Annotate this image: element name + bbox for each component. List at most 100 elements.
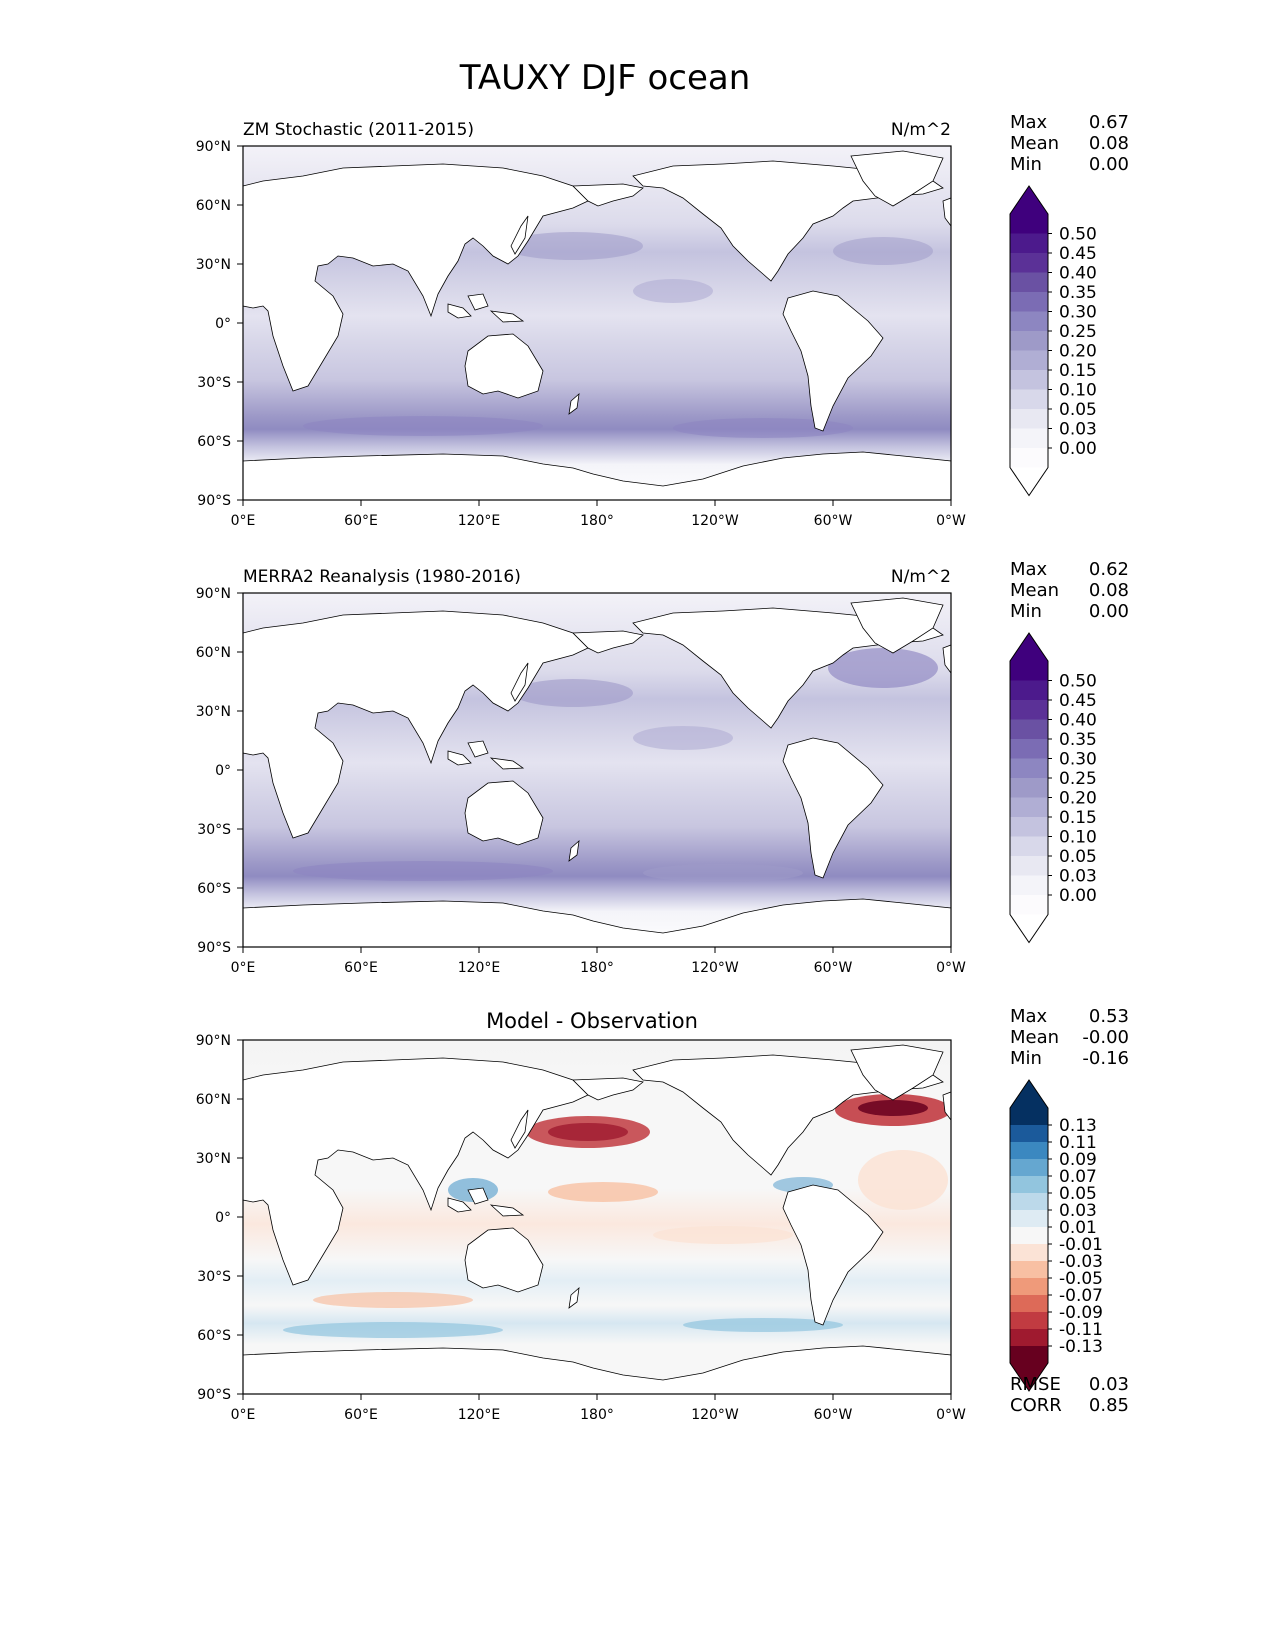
stat-label: Min — [1010, 1048, 1042, 1069]
colorbar-band — [1010, 1210, 1048, 1228]
colorbar-band — [1010, 448, 1048, 468]
anomaly-red — [313, 1292, 473, 1308]
y-tick-label: 30°N — [196, 257, 231, 273]
field-blob — [303, 416, 543, 436]
y-tick-label: 60°N — [196, 1092, 231, 1108]
stat-label: Max — [1010, 112, 1048, 133]
y-tick-label: 30°S — [197, 375, 231, 391]
figure-title: TAUXY DJF ocean — [459, 58, 751, 98]
colorbar-outline — [1009, 185, 1049, 497]
colorbar-band — [1010, 253, 1048, 273]
panel-diff — [242, 1039, 952, 1395]
field-blob — [503, 232, 643, 260]
colorbar-band — [1010, 1312, 1048, 1330]
x-tick-label: 180° — [580, 513, 614, 529]
colorbar-model: 0.500.450.400.350.300.250.200.150.100.05… — [1009, 185, 1097, 497]
x-tick-label: 120°E — [458, 1407, 501, 1423]
colorbar-band — [1010, 1278, 1048, 1296]
colorbar-extend-low — [1010, 1363, 1048, 1391]
colorbar-label: 0.10 — [1059, 381, 1097, 401]
colorbar-label: -0.13 — [1059, 1337, 1103, 1357]
panel-obs — [242, 592, 952, 948]
panel-left-title: MERRA2 Reanalysis (1980-2016) — [243, 567, 521, 587]
stat-value: 0.53 — [1089, 1006, 1129, 1027]
y-tick-label: 0° — [215, 1210, 231, 1226]
colorbar-label: 0.00 — [1059, 439, 1097, 459]
colorbar-diff: 0.130.110.090.070.050.030.01-0.01-0.03-0… — [1009, 1079, 1103, 1392]
colorbar-label: 0.50 — [1059, 672, 1097, 692]
x-tick-label: 60°E — [344, 513, 378, 529]
colorbar-label: 0.20 — [1059, 789, 1097, 809]
y-tick-label: 0° — [215, 316, 231, 332]
stat-value: 0.62 — [1089, 559, 1129, 580]
anomaly-blue — [283, 1322, 503, 1338]
colorbar-label: 0.09 — [1059, 1150, 1097, 1170]
y-tick-label: 30°S — [197, 1269, 231, 1285]
colorbar-label: 0.07 — [1059, 1167, 1097, 1187]
y-tick-label: 90°N — [196, 586, 231, 602]
field-blob — [833, 237, 933, 265]
colorbar-band — [1010, 758, 1048, 779]
x-tick-label: 60°W — [814, 1407, 853, 1423]
colorbar-label: 0.10 — [1059, 828, 1097, 848]
colorbar-band — [1010, 331, 1048, 351]
field-blob — [513, 679, 633, 707]
colorbar-band — [1010, 797, 1048, 818]
anomaly-red — [548, 1123, 628, 1141]
colorbar-label: 0.05 — [1059, 1184, 1097, 1204]
x-tick-label: 0°E — [231, 1407, 256, 1423]
stat-value: 0.00 — [1089, 601, 1129, 622]
colorbar-band — [1010, 272, 1048, 293]
colorbar-band — [1010, 350, 1048, 371]
stat-label: Max — [1010, 559, 1048, 580]
panel-units: N/m^2 — [891, 120, 951, 140]
colorbar-label: 0.50 — [1059, 225, 1097, 245]
colorbar-label: 0.15 — [1059, 808, 1097, 828]
colorbar-label: 0.05 — [1059, 847, 1097, 867]
colorbar-band — [1010, 1108, 1048, 1126]
y-tick-label: 90°N — [196, 1033, 231, 1049]
stat-label: Mean — [1010, 580, 1059, 601]
x-tick-label: 60°W — [814, 960, 853, 976]
colorbar-band — [1010, 1295, 1048, 1313]
colorbar-label: 0.40 — [1059, 711, 1097, 731]
x-tick-label: 60°W — [814, 513, 853, 529]
panel-annotations-diff: 0°E 60°E 120°E 180° 120°W 60°W 0°W 90°N 60°N 30°N… — [196, 1006, 1129, 1423]
stat-label: Max — [1010, 1006, 1048, 1027]
field-blob — [633, 726, 733, 750]
colorbar-band — [1010, 1125, 1048, 1143]
x-tick-label: 0°E — [231, 513, 256, 529]
colorbar-label: 0.03 — [1059, 867, 1097, 887]
metric-value: 0.85 — [1089, 1395, 1129, 1416]
colorbar-band — [1010, 739, 1048, 759]
colorbar-band — [1010, 389, 1048, 410]
colorbar-band — [1010, 1244, 1048, 1262]
colorbar-band — [1010, 680, 1048, 701]
stat-value: -0.16 — [1082, 1048, 1129, 1069]
colorbar-band — [1010, 214, 1048, 234]
colorbar-band — [1010, 233, 1048, 254]
colorbar-label: 0.30 — [1059, 303, 1097, 323]
field-blob — [828, 648, 938, 688]
colorbar-band — [1010, 428, 1048, 449]
colorbar-label: 0.03 — [1059, 1201, 1097, 1221]
x-tick-label: 60°E — [344, 1407, 378, 1423]
colorbar-label: 0.35 — [1059, 283, 1097, 303]
y-tick-label: 0° — [215, 763, 231, 779]
colorbar-band — [1010, 895, 1048, 915]
colorbar-band — [1010, 1329, 1048, 1347]
stat-value: 0.67 — [1089, 112, 1129, 133]
metric-label: CORR — [1010, 1395, 1062, 1416]
y-tick-label: 60°N — [196, 645, 231, 661]
colorbar-label: 0.13 — [1059, 1116, 1097, 1136]
stat-value: 0.00 — [1089, 154, 1129, 175]
y-tick-label: 30°S — [197, 822, 231, 838]
colorbar-band — [1010, 1346, 1048, 1364]
panel-units: N/m^2 — [891, 567, 951, 587]
colorbar-band — [1010, 409, 1048, 429]
y-tick-label: 30°N — [196, 1151, 231, 1167]
colorbar-band — [1010, 817, 1048, 837]
panel-annotations-obs: 0°E 60°E 120°E 180° 120°W 60°W 0°W 90°N 60°N 30°N… — [196, 559, 1129, 976]
colorbar-label: -0.09 — [1059, 1303, 1103, 1323]
panel-model — [242, 145, 952, 501]
